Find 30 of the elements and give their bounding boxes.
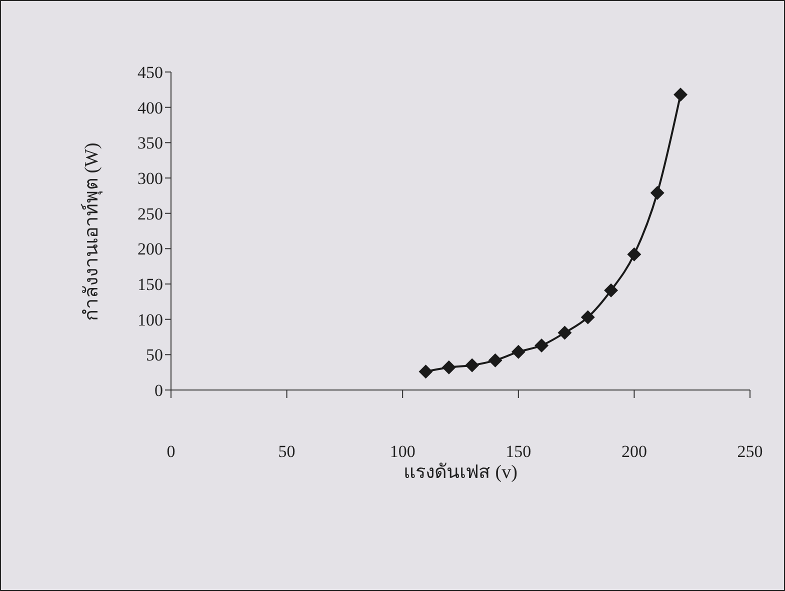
x-tick-label: 250 [737, 442, 763, 462]
y-tick-label: 200 [138, 240, 163, 259]
point [650, 186, 664, 200]
point [558, 326, 572, 340]
point [534, 338, 549, 352]
y-tick-label: 100 [138, 310, 163, 330]
point [488, 353, 502, 368]
point [442, 360, 456, 374]
x-tick-label: 150 [506, 442, 532, 462]
y-tick-label: 150 [138, 275, 163, 294]
point [674, 88, 688, 102]
x-tick-label: 50 [278, 442, 296, 462]
y-tick-label: 300 [138, 169, 163, 188]
x-tick-label: 100 [390, 442, 416, 462]
y-tick-label: 0 [154, 381, 163, 400]
point [465, 358, 480, 372]
point [511, 344, 526, 359]
y-tick-label: 450 [138, 63, 163, 82]
point [604, 283, 618, 298]
x-axis-title: แรงดันเฟส (v) [404, 462, 518, 483]
point [580, 310, 595, 324]
y-tick-label: 50 [146, 346, 163, 365]
y-axis-title: กำลังงานเอาท์พุต (W) [80, 142, 104, 321]
point [418, 364, 433, 379]
x-tick-label: 200 [621, 442, 647, 462]
y-tick-label: 400 [138, 98, 163, 118]
point [627, 247, 642, 262]
y-tick-label: 250 [138, 204, 163, 224]
x-tick-label: 0 [166, 442, 176, 462]
y-tick-label: 350 [138, 134, 163, 153]
